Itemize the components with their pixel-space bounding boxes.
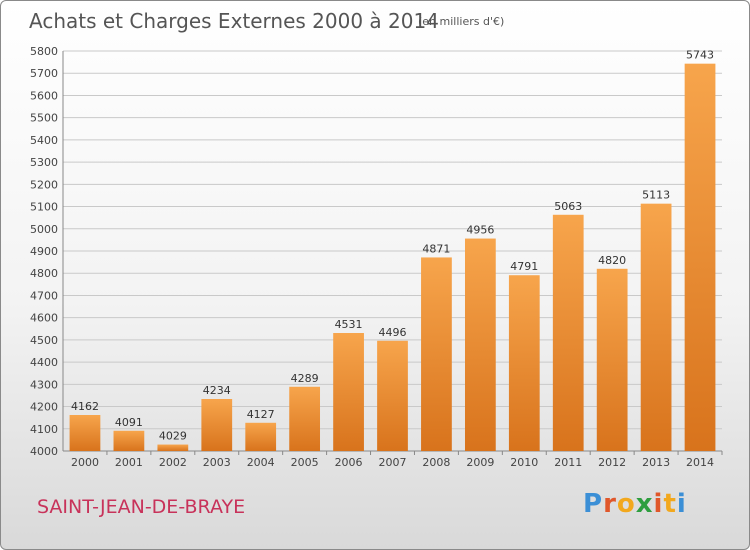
y-tick-label: 4400 xyxy=(30,356,58,369)
bar-2005 xyxy=(289,386,321,451)
x-tick-label-2006: 2006 xyxy=(335,456,363,469)
logo-letter: x xyxy=(635,489,654,519)
y-tick-label: 4000 xyxy=(30,445,58,458)
x-tick-label-2008: 2008 xyxy=(422,456,450,469)
bar-2003 xyxy=(201,399,233,451)
bar-2006 xyxy=(333,333,364,451)
y-tick-label: 5400 xyxy=(30,134,58,147)
data-label-2000: 4162 xyxy=(71,400,99,413)
x-tick-label-2000: 2000 xyxy=(71,456,99,469)
x-tick-label-2004: 2004 xyxy=(247,456,275,469)
y-tick-label: 5800 xyxy=(30,45,58,58)
data-label-2008: 4871 xyxy=(422,242,450,255)
y-tick-label: 5700 xyxy=(30,67,58,80)
y-tick-label: 5100 xyxy=(30,201,58,214)
y-tick-label: 5600 xyxy=(30,89,58,102)
x-tick-label-2013: 2013 xyxy=(642,456,670,469)
data-label-2009: 4956 xyxy=(466,224,494,237)
logo-letter: i xyxy=(653,489,664,519)
y-tick-label: 5300 xyxy=(30,156,58,169)
x-tick-label-2009: 2009 xyxy=(466,456,494,469)
y-tick-label: 4200 xyxy=(30,401,58,414)
logo-letter: i xyxy=(676,489,687,519)
x-tick-label-2001: 2001 xyxy=(115,456,143,469)
logo-letter: t xyxy=(663,489,677,519)
x-tick-label-2003: 2003 xyxy=(203,456,231,469)
x-tick-label-2010: 2010 xyxy=(510,456,538,469)
data-label-2005: 4289 xyxy=(291,372,319,385)
data-label-2001: 4091 xyxy=(115,416,143,429)
y-tick-label: 5500 xyxy=(30,112,58,125)
y-tick-label: 4700 xyxy=(30,289,58,302)
x-tick-label-2014: 2014 xyxy=(686,456,714,469)
y-tick-label: 4300 xyxy=(30,378,58,391)
bar-2007 xyxy=(377,340,408,451)
data-label-2013: 5113 xyxy=(642,189,670,202)
y-tick-label: 4800 xyxy=(30,267,58,280)
labels: 4000 4100 4200 4300 4400 4500 4600 4700 4800 4900… xyxy=(30,45,714,469)
bar-2014 xyxy=(684,63,716,452)
bar-2001 xyxy=(113,430,145,451)
data-label-2006: 4531 xyxy=(335,318,363,331)
chart-subtitle: (en milliers d'€) xyxy=(418,15,505,28)
data-label-2007: 4496 xyxy=(379,326,407,339)
logo-letter: P xyxy=(583,489,604,519)
bar-2013 xyxy=(640,203,672,451)
commune-name: SAINT-JEAN-DE-BRAYE xyxy=(37,496,246,518)
x-tick-label-2005: 2005 xyxy=(291,456,319,469)
logo-letter: o xyxy=(616,489,636,519)
y-tick-label: 4600 xyxy=(30,312,58,325)
data-label-2002: 4029 xyxy=(159,430,187,443)
data-label-2011: 5063 xyxy=(554,200,582,213)
data-label-2010: 4791 xyxy=(510,260,538,273)
y-tick-label: 5000 xyxy=(30,223,58,236)
bars xyxy=(69,63,716,452)
x-tick-label-2011: 2011 xyxy=(554,456,582,469)
y-tick-label: 4500 xyxy=(30,334,58,347)
data-label-2003: 4234 xyxy=(203,384,231,397)
y-tick-label: 4100 xyxy=(30,423,58,436)
bar-2009 xyxy=(464,238,496,451)
chart-title: Achats et Charges Externes 2000 à 2014 xyxy=(29,9,439,33)
data-label-2014: 5743 xyxy=(686,49,714,62)
bar-2010 xyxy=(508,275,540,451)
bar-2004 xyxy=(245,422,277,451)
y-tick-label: 5200 xyxy=(30,178,58,191)
x-tick-label-2002: 2002 xyxy=(159,456,187,469)
logo-letter: r xyxy=(603,489,617,519)
y-tick-label: 4900 xyxy=(30,245,58,258)
bar-2008 xyxy=(421,257,452,451)
data-label-2004: 4127 xyxy=(247,408,275,421)
x-tick-label-2007: 2007 xyxy=(379,456,407,469)
data-label-2012: 4820 xyxy=(598,254,626,267)
bar-2002 xyxy=(157,444,189,451)
x-tick-label-2012: 2012 xyxy=(598,456,626,469)
bar-2000 xyxy=(69,415,101,451)
proxiti-logo: Proxiti xyxy=(583,489,687,519)
bar-2011 xyxy=(552,214,584,451)
bar-2012 xyxy=(596,268,628,451)
